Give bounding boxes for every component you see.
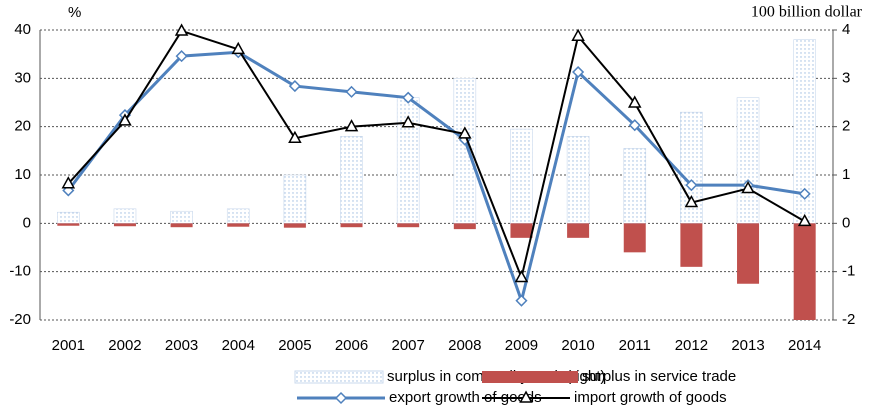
bar (397, 223, 420, 228)
x-tick-label: 2005 (278, 337, 311, 354)
marker (401, 115, 415, 128)
marker (288, 80, 301, 93)
marker (798, 187, 811, 200)
legend-label: surplus in service trade (582, 368, 736, 385)
bar (623, 148, 647, 224)
marker (118, 113, 132, 126)
marker (571, 28, 585, 42)
marker (344, 119, 359, 132)
marker (685, 179, 698, 192)
bar (170, 210, 193, 224)
x-tick-label: 2011 (619, 337, 651, 354)
x-tick-label: 2009 (505, 337, 538, 354)
bar (623, 223, 646, 253)
y-tick-label: 10 (14, 166, 31, 183)
x-tick-label: 2002 (108, 337, 141, 354)
bar (283, 174, 307, 224)
marker (174, 23, 189, 36)
y-tick-label: -10 (9, 263, 31, 280)
marker (458, 126, 472, 139)
legend-swatch (294, 370, 384, 384)
marker (345, 85, 358, 98)
y-tick-label: -20 (9, 311, 31, 328)
marker (515, 294, 528, 307)
marker (684, 194, 699, 208)
bar (340, 223, 363, 228)
bar (170, 223, 193, 228)
y2-axis-label: 100 billion dollar (751, 4, 863, 21)
x-tick-label: 2010 (561, 337, 594, 354)
x-tick-label: 2008 (448, 337, 481, 354)
x-tick-label: 2003 (165, 337, 198, 354)
marker (402, 91, 415, 104)
x-tick-label: 2014 (788, 337, 821, 354)
bar (567, 223, 590, 238)
y-axis-label: % (68, 4, 81, 21)
x-tick-label: 2001 (52, 337, 85, 354)
y2-tick-label: -2 (842, 311, 855, 328)
x-tick-label: 2007 (391, 337, 424, 354)
marker (288, 130, 302, 144)
x-tick-label: 2012 (675, 337, 708, 354)
y2-tick-label: 4 (842, 21, 850, 38)
bar (736, 97, 760, 224)
line (67, 50, 805, 306)
marker (741, 180, 755, 194)
y2-tick-label: -1 (842, 263, 855, 280)
bar (566, 136, 590, 224)
bar (453, 223, 476, 230)
marker (175, 50, 188, 63)
legend-swatch (482, 371, 578, 383)
legend-marker (519, 390, 533, 403)
y2-tick-label: 2 (842, 118, 850, 135)
bar (510, 128, 533, 224)
legend-label: export growth of goods (389, 389, 542, 406)
y2-tick-label: 0 (842, 214, 850, 231)
y-tick-label: 30 (14, 69, 31, 86)
marker (797, 213, 812, 227)
bar (283, 223, 306, 228)
bar (793, 223, 816, 320)
y-tick-label: 0 (23, 214, 31, 231)
marker (627, 95, 642, 108)
y2-tick-label: 1 (842, 166, 850, 183)
x-tick-label: 2013 (731, 337, 764, 354)
marker (231, 41, 246, 55)
y-tick-label: 20 (14, 118, 31, 135)
y2-tick-label: 3 (842, 69, 850, 86)
y-tick-label: 40 (14, 21, 31, 38)
bar (113, 223, 136, 227)
bar (340, 136, 363, 224)
bar (57, 211, 80, 224)
x-tick-label: 2004 (222, 337, 255, 354)
bar (737, 223, 760, 284)
marker (628, 119, 641, 132)
x-tick-label: 2006 (335, 337, 368, 354)
bar (57, 223, 80, 226)
marker (572, 65, 585, 79)
marker (61, 176, 76, 189)
bar (226, 208, 250, 224)
marker (514, 269, 529, 283)
bar (680, 223, 703, 267)
line (67, 29, 806, 281)
bar (113, 208, 137, 224)
legend-label: import growth of goods (574, 389, 727, 406)
bar (227, 223, 250, 227)
bar (510, 223, 533, 238)
legend-marker (334, 391, 348, 405)
